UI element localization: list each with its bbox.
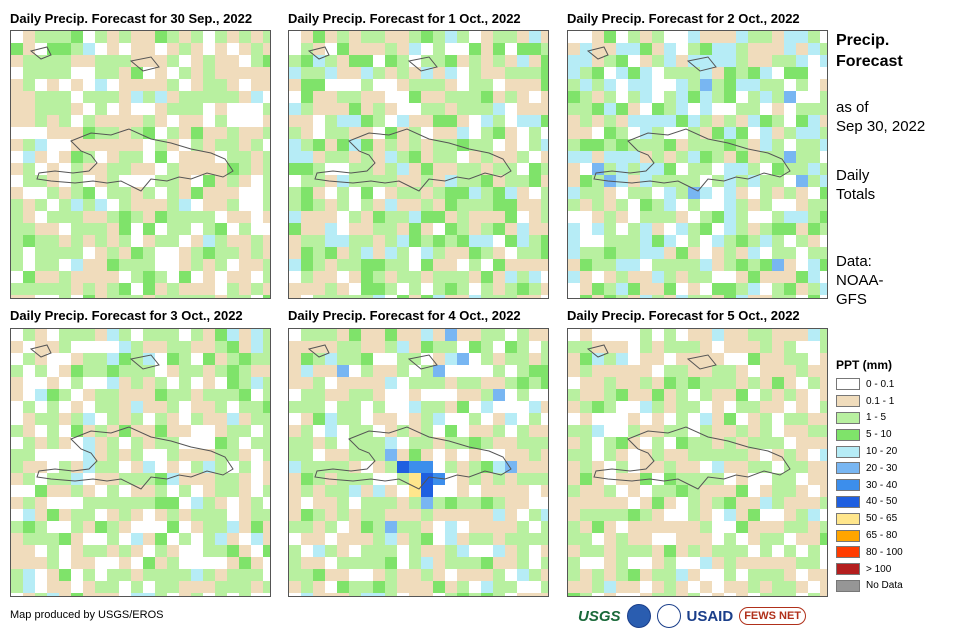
legend-swatch [836, 495, 860, 508]
panel-title-5: Daily Precip. Forecast for 4 Oct., 2022 [288, 308, 521, 323]
legend-swatch [836, 445, 860, 458]
legend-item: 0.1 - 1 [836, 393, 903, 410]
as-of-date: Sep 30, 2022 [836, 118, 926, 135]
panel-title-3: Daily Precip. Forecast for 2 Oct., 2022 [567, 11, 800, 26]
panel-title-1: Daily Precip. Forecast for 30 Sep., 2022 [10, 11, 253, 26]
legend-item: 40 - 50 [836, 494, 903, 511]
forecast-map-6 [567, 328, 828, 597]
map-credit: Map produced by USGS/EROS [10, 609, 164, 621]
forecast-map-2 [288, 30, 549, 299]
usaid-seal-icon [656, 604, 681, 628]
legend-item: > 100 [836, 561, 903, 578]
forecast-map-1 [10, 30, 271, 299]
totals-line1: Daily [836, 167, 870, 184]
legend-label: > 100 [866, 563, 892, 575]
legend-swatch [836, 529, 860, 542]
legend-swatch [836, 579, 860, 592]
as-of-label: as of [836, 99, 869, 116]
panel-title-4: Daily Precip. Forecast for 3 Oct., 2022 [10, 308, 243, 323]
legend-item: 30 - 40 [836, 477, 903, 494]
fews-net-logo: FEWS NET [739, 607, 807, 625]
forecast-map-4 [10, 328, 271, 597]
legend-swatch [836, 546, 860, 559]
legend-item: 1 - 5 [836, 410, 903, 427]
legend-item: 0 - 0.1 [836, 376, 903, 393]
legend-swatch [836, 479, 860, 492]
legend-label: 80 - 100 [866, 546, 903, 558]
legend-item: 65 - 80 [836, 527, 903, 544]
legend-title: PPT (mm) [836, 358, 893, 372]
legend-label: 10 - 20 [866, 446, 898, 458]
data-source-line1: Data: [836, 253, 872, 270]
totals-line2: Totals [836, 186, 876, 203]
legend-item: 10 - 20 [836, 443, 903, 460]
legend-swatch [836, 395, 860, 408]
legend-label: 50 - 65 [866, 513, 898, 525]
legend-label: 0.1 - 1 [866, 395, 895, 407]
legend-swatch [836, 411, 860, 424]
legend-item: 5 - 10 [836, 426, 903, 443]
logo-strip: USGS USAID FEWS NET [578, 602, 828, 630]
legend-label: 40 - 50 [866, 496, 898, 508]
legend: PPT (mm) 0 - 0.1 0.1 - 1 1 - 5 5 - 10 10 - 2… [836, 358, 903, 594]
usgs-logo: USGS [578, 607, 621, 625]
forecast-map-3 [567, 30, 828, 299]
sidebar-title-line2: Forecast [836, 53, 903, 70]
legend-label: 20 - 30 [866, 462, 898, 474]
totals-block: Daily Totals [836, 166, 956, 204]
panel-title-6: Daily Precip. Forecast for 5 Oct., 2022 [567, 308, 800, 323]
legend-label: 5 - 10 [866, 429, 892, 441]
legend-item: No Data [836, 578, 903, 595]
legend-label: No Data [866, 580, 903, 592]
legend-swatch [836, 462, 860, 475]
legend-label: 30 - 40 [866, 479, 898, 491]
forecast-map-5 [288, 328, 549, 597]
sidebar-title: Precip. Forecast [836, 30, 956, 72]
usaid-logo: USAID [686, 607, 734, 625]
legend-label: 0 - 0.1 [866, 378, 895, 390]
legend-swatch [836, 512, 860, 525]
legend-item: 20 - 30 [836, 460, 903, 477]
legend-item: 80 - 100 [836, 544, 903, 561]
legend-rows: 0 - 0.1 0.1 - 1 1 - 5 5 - 10 10 - 20 20 - 30 3… [836, 376, 903, 594]
data-source-block: Data: NOAA- GFS [836, 252, 956, 309]
legend-swatch [836, 428, 860, 441]
legend-label: 65 - 80 [866, 530, 898, 542]
legend-label: 1 - 5 [866, 412, 887, 424]
legend-item: 50 - 65 [836, 510, 903, 527]
data-source-line2: NOAA- [836, 272, 884, 289]
legend-swatch [836, 378, 860, 391]
data-source-line3: GFS [836, 291, 867, 308]
panel-title-2: Daily Precip. Forecast for 1 Oct., 2022 [288, 11, 521, 26]
noaa-logo-icon [626, 604, 651, 628]
as-of-block: as of Sep 30, 2022 [836, 98, 956, 136]
sidebar-title-line1: Precip. [836, 32, 890, 49]
legend-swatch [836, 563, 860, 576]
